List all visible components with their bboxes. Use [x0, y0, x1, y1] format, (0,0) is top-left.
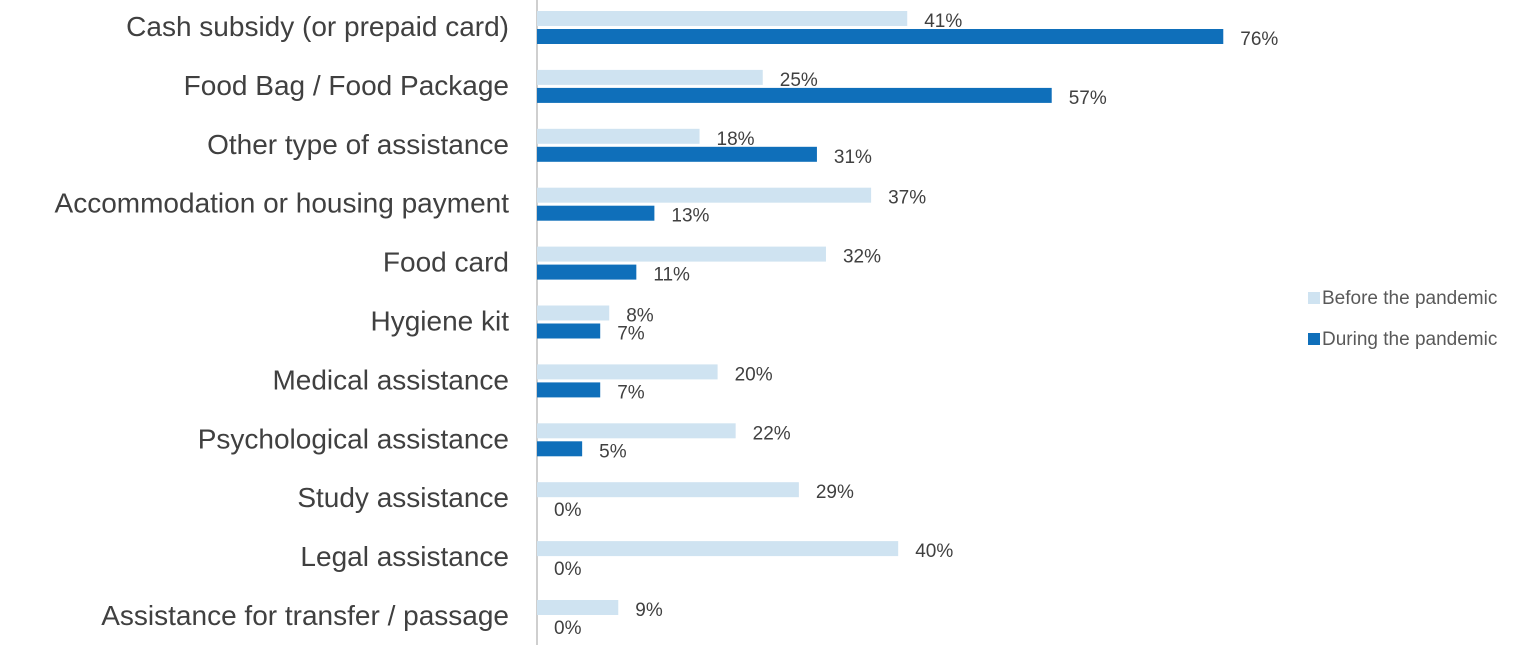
data-label-before-the-pandemic-food-bag-food-package: 25%: [780, 70, 818, 91]
data-label-during-the-pandemic-cash-subsidy-or-prepaid-card: 76%: [1240, 29, 1278, 50]
data-label-before-the-pandemic-hygiene-kit: 8%: [626, 306, 654, 327]
data-label-before-the-pandemic-study-assistance: 29%: [816, 482, 854, 503]
legend-swatch-during-the-pandemic: [1308, 333, 1320, 345]
bar-before-the-pandemic-study-assistance: [537, 482, 799, 498]
bar-before-the-pandemic-hygiene-kit: [537, 305, 610, 321]
data-label-during-the-pandemic-food-bag-food-package: 57%: [1069, 88, 1107, 109]
bar-before-the-pandemic-medical-assistance: [537, 364, 718, 380]
bar-before-the-pandemic-food-bag-food-package: [537, 69, 763, 85]
category-label-food-card: Food card: [383, 247, 509, 278]
data-label-during-the-pandemic-study-assistance: 0%: [554, 500, 582, 521]
category-label-assistance-for-transfer-passage: Assistance for transfer / passage: [101, 600, 509, 631]
category-label-study-assistance: Study assistance: [297, 482, 509, 513]
data-label-during-the-pandemic-psychological-assistance: 5%: [599, 441, 627, 462]
bars-group: Cash subsidy (or prepaid card) 41% 76% Food…: [55, 11, 1278, 639]
data-label-before-the-pandemic-accommodation-or-housing-payment: 37%: [888, 188, 926, 209]
bar-during-the-pandemic-accommodation-or-housing-payment: [537, 205, 655, 221]
bar-during-the-pandemic-hygiene-kit: [537, 323, 601, 339]
data-label-during-the-pandemic-assistance-for-transfer-passage: 0%: [554, 618, 582, 639]
legend-label-before-the-pandemic: Before the pandemic: [1322, 288, 1497, 309]
category-label-medical-assistance: Medical assistance: [272, 364, 509, 395]
data-label-before-the-pandemic-food-card: 32%: [843, 247, 881, 268]
data-label-during-the-pandemic-other-type-of-assistance: 31%: [834, 147, 872, 168]
bar-before-the-pandemic-assistance-for-transfer-passage: [537, 600, 619, 615]
category-label-accommodation-or-housing-payment: Accommodation or housing payment: [55, 188, 510, 219]
data-label-during-the-pandemic-legal-assistance: 0%: [554, 559, 582, 580]
category-label-other-type-of-assistance: Other type of assistance: [207, 129, 509, 160]
data-label-before-the-pandemic-assistance-for-transfer-passage: 9%: [635, 600, 663, 621]
bar-during-the-pandemic-psychological-assistance: [537, 441, 583, 457]
legend-swatch-before-the-pandemic: [1308, 292, 1320, 304]
bar-before-the-pandemic-accommodation-or-housing-payment: [537, 187, 872, 203]
legend: Before the pandemic During the pandemic: [1308, 288, 1497, 350]
legend-label-during-the-pandemic: During the pandemic: [1322, 329, 1497, 350]
bar-before-the-pandemic-cash-subsidy-or-prepaid-card: [537, 11, 908, 26]
bar-during-the-pandemic-food-bag-food-package: [537, 87, 1052, 103]
data-label-during-the-pandemic-accommodation-or-housing-payment: 13%: [671, 206, 709, 227]
bar-before-the-pandemic-legal-assistance: [537, 541, 899, 557]
category-label-cash-subsidy-or-prepaid-card: Cash subsidy (or prepaid card): [126, 11, 509, 42]
category-label-hygiene-kit: Hygiene kit: [370, 306, 509, 337]
bar-before-the-pandemic-food-card: [537, 246, 826, 262]
bar-before-the-pandemic-other-type-of-assistance: [537, 128, 700, 144]
data-label-before-the-pandemic-cash-subsidy-or-prepaid-card: 41%: [924, 11, 962, 32]
data-label-before-the-pandemic-other-type-of-assistance: 18%: [717, 129, 755, 150]
data-label-before-the-pandemic-legal-assistance: 40%: [915, 541, 953, 562]
data-label-during-the-pandemic-medical-assistance: 7%: [617, 382, 645, 403]
bar-during-the-pandemic-food-card: [537, 264, 637, 280]
bar-during-the-pandemic-medical-assistance: [537, 382, 601, 398]
bar-during-the-pandemic-cash-subsidy-or-prepaid-card: [537, 29, 1224, 44]
data-label-before-the-pandemic-psychological-assistance: 22%: [753, 423, 791, 444]
bar-before-the-pandemic-psychological-assistance: [537, 423, 736, 439]
data-label-during-the-pandemic-hygiene-kit: 7%: [617, 324, 645, 345]
data-label-during-the-pandemic-food-card: 11%: [653, 265, 690, 286]
category-label-legal-assistance: Legal assistance: [300, 541, 509, 572]
category-label-food-bag-food-package: Food Bag / Food Package: [184, 70, 509, 101]
category-label-psychological-assistance: Psychological assistance: [198, 423, 509, 454]
data-label-before-the-pandemic-medical-assistance: 20%: [735, 364, 773, 385]
bar-during-the-pandemic-other-type-of-assistance: [537, 146, 817, 162]
